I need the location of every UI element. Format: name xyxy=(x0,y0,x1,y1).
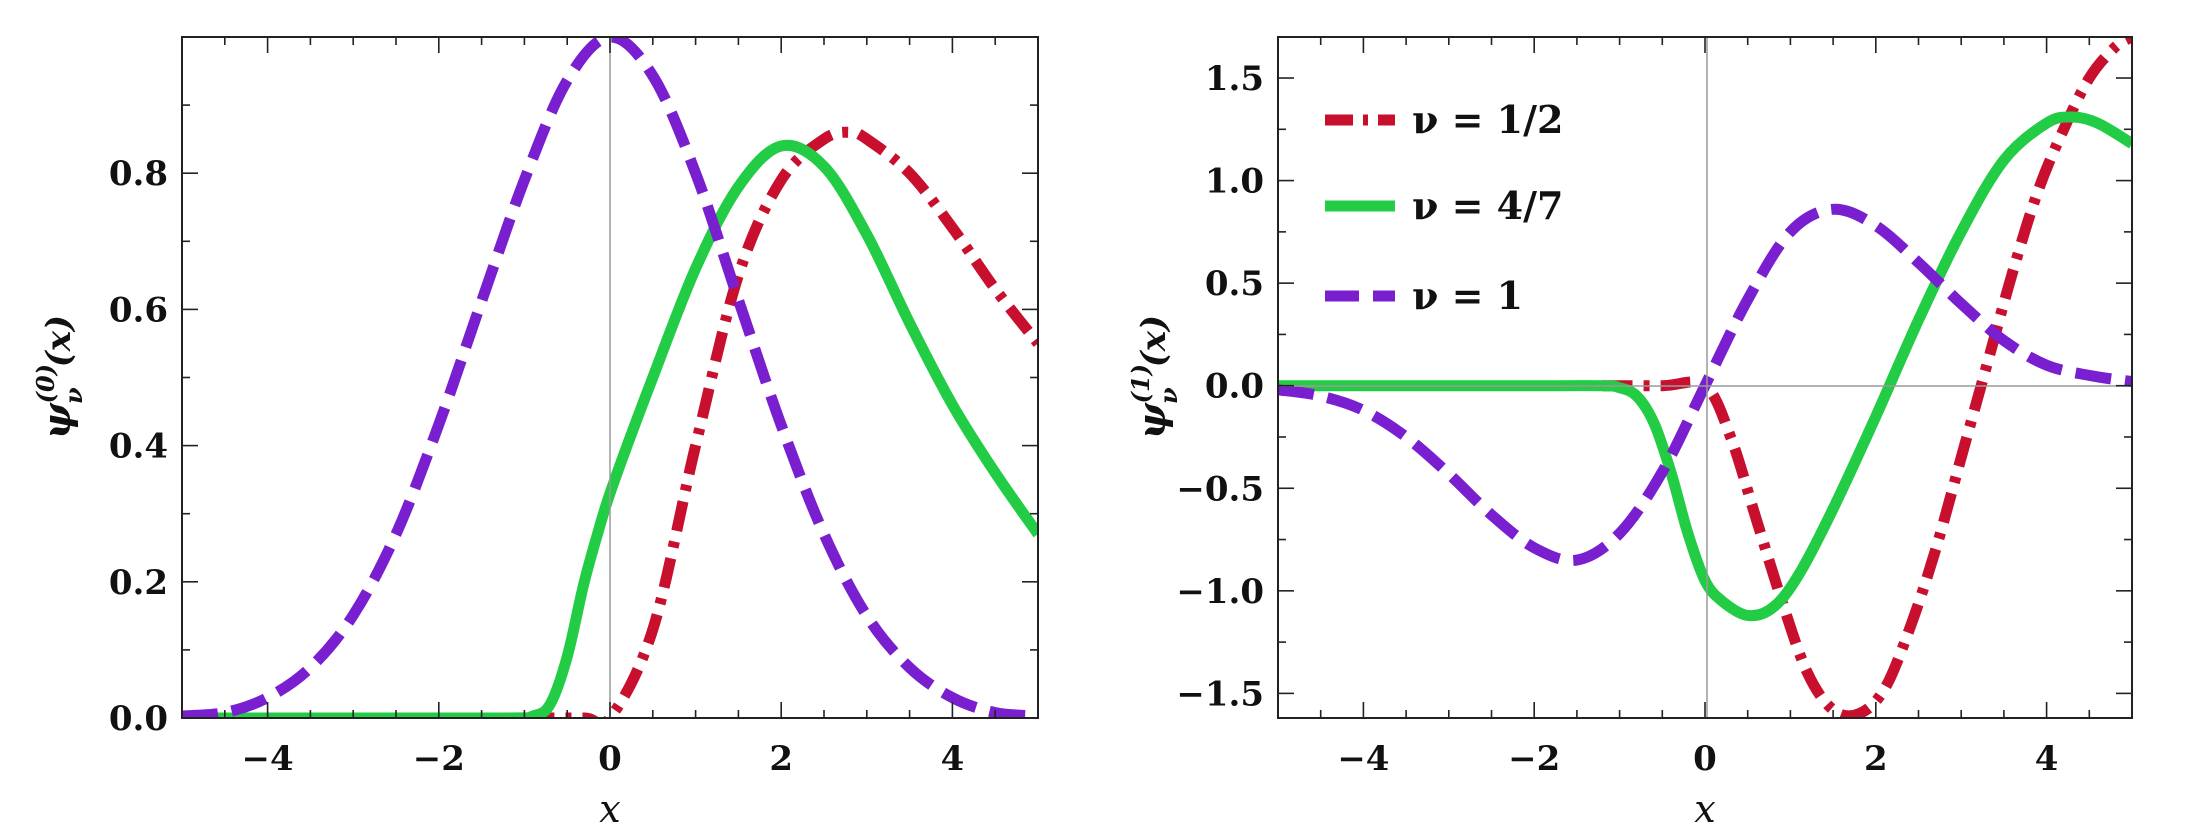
left-y-axis-label: ψ(0)ν(x) xyxy=(31,315,88,439)
left-x-tick-label: −2 xyxy=(413,739,465,779)
right-y-tick-label: −1.5 xyxy=(1176,674,1264,714)
legend-label-half: ν = 1/2 xyxy=(1412,97,1563,142)
left-x-tick-label: −4 xyxy=(242,739,294,779)
right-x-tick-label: −2 xyxy=(1508,739,1560,779)
left-y-tick-label: 0.8 xyxy=(109,154,168,194)
left-chart-panel: −4 −2 0 2 4 0.0 0.2 0.4 0.6 0.8 x ψ(0)ν(x) xyxy=(31,36,1039,831)
right-series-1-2 xyxy=(1602,37,2132,718)
right-y-tick-label: −0.5 xyxy=(1176,469,1264,509)
right-x-tick-label: 0 xyxy=(1693,739,1717,779)
right-series-4-7 xyxy=(1278,111,2132,622)
left-series-1 xyxy=(182,37,1038,718)
legend-label-one: ν = 1 xyxy=(1412,273,1523,318)
right-x-axis-label: x xyxy=(1694,787,1715,831)
right-x-tick-label: −4 xyxy=(1337,739,1389,779)
left-x-tick-label: 4 xyxy=(941,739,965,779)
right-chart-panel: −4 −2 0 2 4 1.5 1.0 0.5 0.0 −0.5 −1.0 −1.5 x ψ(1)ν(… xyxy=(1126,36,2133,831)
left-y-tick-label: 0.4 xyxy=(109,427,168,467)
right-y-tick-label: 1.0 xyxy=(1205,162,1264,202)
right-y-tick-label: 1.5 xyxy=(1205,59,1264,99)
left-x-tick-label: 2 xyxy=(769,739,793,779)
left-x-axis-label: x xyxy=(599,787,620,831)
left-x-tick-label: 0 xyxy=(598,739,622,779)
right-x-tick-label: 4 xyxy=(2035,739,2059,779)
left-series-1-2 xyxy=(524,126,1038,718)
right-y-tick-label: 0.0 xyxy=(1205,367,1264,407)
right-y-tick-label: −1.0 xyxy=(1176,572,1264,612)
left-y-tick-label: 0.2 xyxy=(109,563,168,603)
right-y-tick-label: 0.5 xyxy=(1205,264,1264,304)
left-y-tick-label: 0.6 xyxy=(109,290,168,330)
left-y-tick-label: 0.0 xyxy=(109,699,168,739)
right-y-axis-label: ψ(1)ν(x) xyxy=(1126,315,1183,439)
legend: ν = 1/2 ν = 4/7 ν = 1 xyxy=(1325,97,1563,318)
legend-label-four-sevenths: ν = 4/7 xyxy=(1412,183,1563,228)
right-x-tick-label: 2 xyxy=(1864,739,1888,779)
